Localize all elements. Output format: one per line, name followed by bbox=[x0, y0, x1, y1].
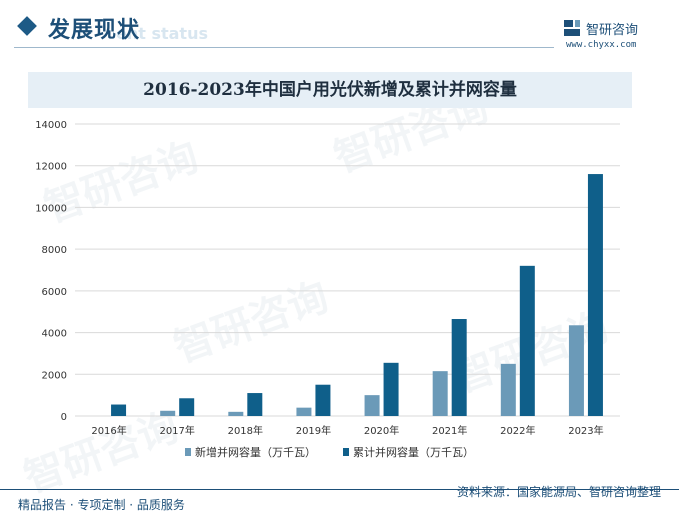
header-divider bbox=[14, 47, 554, 48]
section-title: 发展现状 bbox=[48, 18, 141, 43]
footer-divider bbox=[0, 489, 679, 490]
bar-total bbox=[587, 174, 603, 416]
legend-label: 新增并网容量（万千瓦） bbox=[195, 445, 316, 459]
x-tick-label: 2019年 bbox=[296, 424, 331, 437]
diamond-icon bbox=[17, 16, 37, 36]
header: ent status 发展现状 智研咨询 www.chyxx.com bbox=[0, 0, 679, 56]
footer-slogan: 精品报告 · 专项定制 · 品质服务 bbox=[18, 498, 185, 512]
y-tick-label: 14000 bbox=[35, 120, 67, 131]
x-tick-label: 2020年 bbox=[364, 424, 399, 437]
chart-title-band: 2016-2023年中国户用光伏新增及累计并网容量 bbox=[28, 72, 632, 108]
bar-new bbox=[568, 325, 584, 416]
legend-swatch bbox=[343, 448, 349, 456]
bar-new bbox=[228, 411, 244, 416]
chart-title: 2016-2023年中国户用光伏新增及累计并网容量 bbox=[143, 80, 517, 100]
x-tick-label: 2023年 bbox=[568, 424, 603, 437]
bar-new bbox=[500, 363, 516, 416]
source-note: 资料来源：国家能源局、智研咨询整理 bbox=[456, 485, 661, 499]
bar-total bbox=[247, 393, 263, 416]
bar-total bbox=[451, 319, 467, 416]
bar-chart: 0 2000 4000 6000 8000 10000 12000 14000 2016年 201… bbox=[35, 120, 620, 459]
bar-total bbox=[315, 384, 331, 416]
brand-logo-icon bbox=[564, 20, 580, 36]
legend-label: 累计并网容量（万千瓦） bbox=[353, 445, 474, 459]
y-tick-label: 4000 bbox=[42, 329, 67, 340]
x-tick-label: 2017年 bbox=[159, 424, 194, 437]
y-tick-label: 8000 bbox=[42, 245, 67, 256]
y-tick-label: 10000 bbox=[35, 203, 67, 214]
brand-url: www.chyxx.com bbox=[566, 40, 637, 50]
x-tick-label: 2016年 bbox=[91, 424, 126, 437]
x-tick-label: 2021年 bbox=[432, 424, 467, 437]
x-tick-label: 2018年 bbox=[228, 424, 263, 437]
bar-new bbox=[160, 410, 176, 416]
y-tick-label: 0 bbox=[61, 412, 67, 423]
bar-new bbox=[296, 407, 312, 416]
legend-swatch bbox=[185, 448, 191, 456]
y-tick-label: 6000 bbox=[42, 287, 67, 298]
y-tick-label: 12000 bbox=[35, 162, 67, 173]
y-tick-label: 2000 bbox=[42, 370, 67, 381]
bar-total bbox=[111, 404, 127, 416]
section-subtitle: ent status bbox=[116, 24, 208, 43]
bar-total bbox=[519, 265, 535, 416]
brand-name: 智研咨询 bbox=[586, 23, 639, 38]
bar-total bbox=[179, 398, 195, 416]
bar-new bbox=[364, 395, 380, 416]
bar-total bbox=[383, 362, 399, 416]
bar-new bbox=[432, 371, 448, 416]
x-tick-label: 2022年 bbox=[500, 424, 535, 437]
